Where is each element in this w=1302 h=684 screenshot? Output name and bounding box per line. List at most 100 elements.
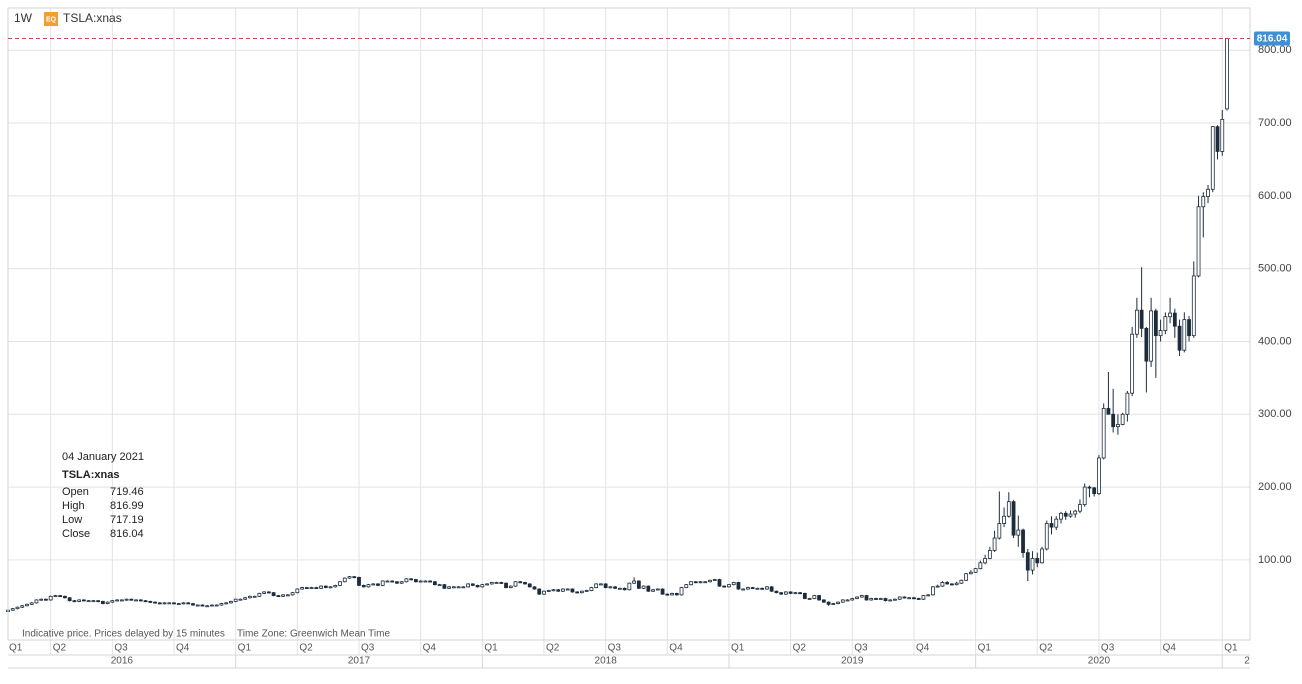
tooltip-date: 04 January 2021 <box>62 451 144 463</box>
candle-body <box>542 590 546 595</box>
x-tick-label: Q3 <box>114 643 128 654</box>
candle-body <box>883 598 888 602</box>
badge-bg <box>44 12 58 26</box>
candle-body <box>323 585 328 588</box>
candle-body <box>366 584 371 588</box>
candle-body <box>878 598 883 600</box>
candle-body <box>485 583 489 586</box>
candle-body <box>72 600 77 603</box>
x-tick-label: Q3 <box>361 643 375 654</box>
candle-body <box>233 598 238 602</box>
candle-body <box>1153 310 1158 337</box>
candle-body <box>1134 309 1139 335</box>
candle-body <box>115 599 119 602</box>
x-tick-label: Q4 <box>669 643 683 654</box>
candle-body <box>304 587 309 589</box>
y-tick-label: 400.00 <box>1258 335 1292 347</box>
candle-body <box>309 587 314 589</box>
candle-body <box>1149 310 1154 362</box>
tooltip-value: 717.19 <box>110 514 144 526</box>
candle-body <box>949 583 954 586</box>
candle-body <box>238 598 243 601</box>
candle-body <box>1182 319 1187 351</box>
interval[interactable]: 1W <box>14 11 33 25</box>
candle-body <box>385 580 390 583</box>
candle-body <box>138 599 143 602</box>
candle-body <box>1144 327 1149 362</box>
candle-body <box>432 581 437 586</box>
candle-body <box>964 573 969 581</box>
candle-body <box>655 588 660 591</box>
candle-body <box>1087 486 1092 489</box>
candle-body <box>29 602 34 605</box>
candle-body <box>399 581 404 584</box>
candle-body <box>10 608 15 611</box>
candle-body <box>1006 501 1011 517</box>
candle-body <box>262 591 267 594</box>
candle-body <box>1030 558 1035 571</box>
candle-body <box>172 602 176 605</box>
candle-body <box>603 583 608 588</box>
candle-body <box>812 595 817 599</box>
candle-body <box>1201 196 1206 208</box>
candle-body <box>684 584 689 588</box>
candle-body <box>992 537 997 551</box>
candle-body <box>1125 392 1130 415</box>
candle-body <box>504 582 508 588</box>
candle-body <box>1139 309 1144 329</box>
candle-body <box>660 588 665 595</box>
footnote: Indicative price. Prices delayed by 15 m… <box>22 629 225 640</box>
candle-body <box>148 601 153 603</box>
x-tick-label: Q2 <box>546 643 560 654</box>
candle-body <box>252 595 257 598</box>
candle-body <box>717 579 722 587</box>
candle-body <box>670 593 674 596</box>
candle-body <box>162 602 167 605</box>
candle-body <box>859 595 864 598</box>
candle-body <box>357 576 361 586</box>
candle-body <box>622 587 627 591</box>
symbol[interactable]: TSLA:xnas <box>63 11 122 25</box>
tooltip-value: 816.04 <box>110 528 144 540</box>
candle-body <box>594 583 599 588</box>
candle-body <box>646 585 651 592</box>
candle-body <box>295 588 300 594</box>
candle-body <box>968 571 973 575</box>
candle-body <box>641 585 646 589</box>
last-price-tag <box>1254 31 1290 46</box>
candle-body <box>1106 408 1111 415</box>
candle-body <box>1092 487 1097 495</box>
candle-body <box>1035 558 1040 564</box>
candle-body <box>276 595 281 597</box>
candle-body <box>584 590 589 592</box>
candle-body <box>361 584 366 588</box>
candle-body <box>1158 330 1163 337</box>
candle-body <box>869 598 874 601</box>
candle-body <box>20 605 25 608</box>
candle-body <box>404 578 409 583</box>
year-label: 2016 <box>111 656 134 667</box>
year-label: 2017 <box>348 656 371 667</box>
candle-body <box>855 596 859 599</box>
candle-body <box>63 595 67 599</box>
candle-body <box>750 587 755 589</box>
candle-body <box>907 597 912 600</box>
candle-body <box>281 594 286 597</box>
candle-body <box>134 599 138 602</box>
candle-body <box>617 587 622 590</box>
candle-body <box>494 582 499 584</box>
candle-body <box>831 603 836 605</box>
candle-body <box>456 586 461 589</box>
candle-body <box>708 579 712 583</box>
candle-body <box>475 584 480 588</box>
y-tick-label: 700.00 <box>1258 117 1292 129</box>
tooltip-label: High <box>62 500 85 512</box>
candle-body <box>205 605 210 608</box>
y-tick-label: 300.00 <box>1258 408 1292 420</box>
x-tick-label: Q4 <box>916 643 930 654</box>
candle-body <box>1116 424 1120 428</box>
candle-body <box>783 591 788 595</box>
candle-body <box>352 576 357 579</box>
candle-body <box>769 586 774 592</box>
